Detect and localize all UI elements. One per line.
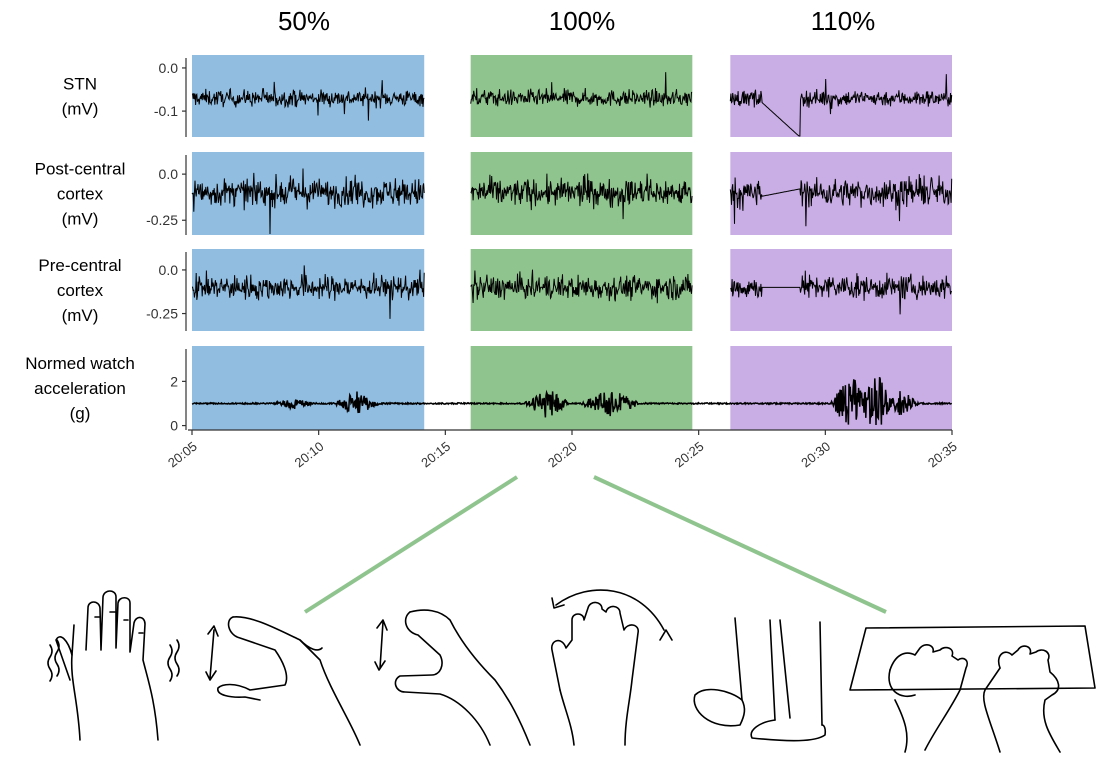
y-axis-label: STN bbox=[63, 75, 97, 94]
zoom-line-left bbox=[303, 475, 519, 614]
panel-2: 0.0 -0.25 Pre-central cortex (mV) bbox=[38, 249, 953, 331]
y-axis-label: Pre-central bbox=[38, 256, 121, 275]
y-tick-label: 0 bbox=[170, 418, 178, 434]
x-tick-label: 20:30 bbox=[798, 439, 833, 471]
signal-trace-2 bbox=[729, 174, 953, 227]
y-tick-label: 0.0 bbox=[159, 60, 179, 76]
signal-trace-1 bbox=[470, 72, 693, 108]
condition-label-100: 100% bbox=[549, 6, 616, 36]
zoom-line-right bbox=[593, 475, 887, 614]
hand-pronation-supination-icon bbox=[551, 589, 673, 746]
y-axis-label: (g) bbox=[70, 404, 91, 423]
condition-band-2 bbox=[730, 346, 952, 430]
y-axis-label: (mV) bbox=[62, 306, 99, 325]
finger-tapping-icon bbox=[205, 616, 361, 746]
y-tick-label: -0.25 bbox=[146, 212, 178, 228]
signal-trace-0 bbox=[191, 265, 425, 319]
y-axis-label: cortex bbox=[57, 185, 104, 204]
signal-trace-1 bbox=[470, 269, 693, 304]
panel-0: 0.0 -0.1 STN (mV) bbox=[62, 55, 953, 137]
x-tick-label: 20:10 bbox=[292, 439, 327, 471]
y-axis-label: (mV) bbox=[62, 100, 99, 119]
condition-band-0 bbox=[192, 346, 425, 430]
time-axis: 20:05 20:10 20:15 20:20 20:25 20:30 20:35 bbox=[165, 429, 960, 471]
condition-label-50: 50% bbox=[278, 6, 330, 36]
x-tick-label: 20:20 bbox=[545, 439, 580, 471]
panel-1: 0.0 -0.25 Post-central cortex (mV) bbox=[35, 152, 953, 235]
y-tick-label: -0.25 bbox=[146, 306, 178, 322]
foot-tapping-icon bbox=[693, 617, 827, 742]
y-axis-label: Normed watch bbox=[25, 354, 135, 373]
x-tick-label: 20:05 bbox=[165, 439, 200, 471]
hand-tremor-icon bbox=[47, 590, 180, 741]
x-tick-label: 20:25 bbox=[672, 439, 707, 471]
y-axis-label: cortex bbox=[57, 281, 104, 300]
y-tick-label: 0.0 bbox=[159, 262, 179, 278]
y-axis-label: Post-central bbox=[35, 160, 126, 179]
x-tick-label: 20:35 bbox=[925, 439, 960, 471]
signal-trace-2 bbox=[730, 270, 953, 315]
y-tick-label: -0.1 bbox=[154, 103, 178, 119]
signal-trace-1 bbox=[470, 173, 693, 220]
y-axis-label: acceleration bbox=[34, 379, 126, 398]
y-axis-label: (mV) bbox=[62, 210, 99, 229]
signal-trace-0 bbox=[191, 376, 953, 426]
y-tick-label: 0.0 bbox=[159, 166, 179, 182]
condition-band-0 bbox=[192, 55, 425, 137]
condition-headers: 50% 100% 110% bbox=[278, 6, 875, 36]
panel-3: 2 0 Normed watch acceleration (g) bbox=[25, 346, 953, 434]
condition-label-110: 110% bbox=[811, 6, 876, 36]
signal-trace-0 bbox=[191, 168, 425, 235]
x-tick-label: 20:15 bbox=[418, 439, 453, 471]
signal-panels: 0.0 -0.1 STN (mV) 0.0 -0.25 Post-central cortex… bbox=[25, 55, 953, 434]
y-tick-label: 2 bbox=[170, 373, 178, 389]
typing-keyboard-icon bbox=[849, 625, 1096, 753]
signal-trace-0 bbox=[191, 80, 425, 121]
finger-pinch-icon bbox=[374, 609, 531, 746]
signal-trace-2 bbox=[729, 74, 953, 137]
condition-band-1 bbox=[470, 346, 693, 430]
